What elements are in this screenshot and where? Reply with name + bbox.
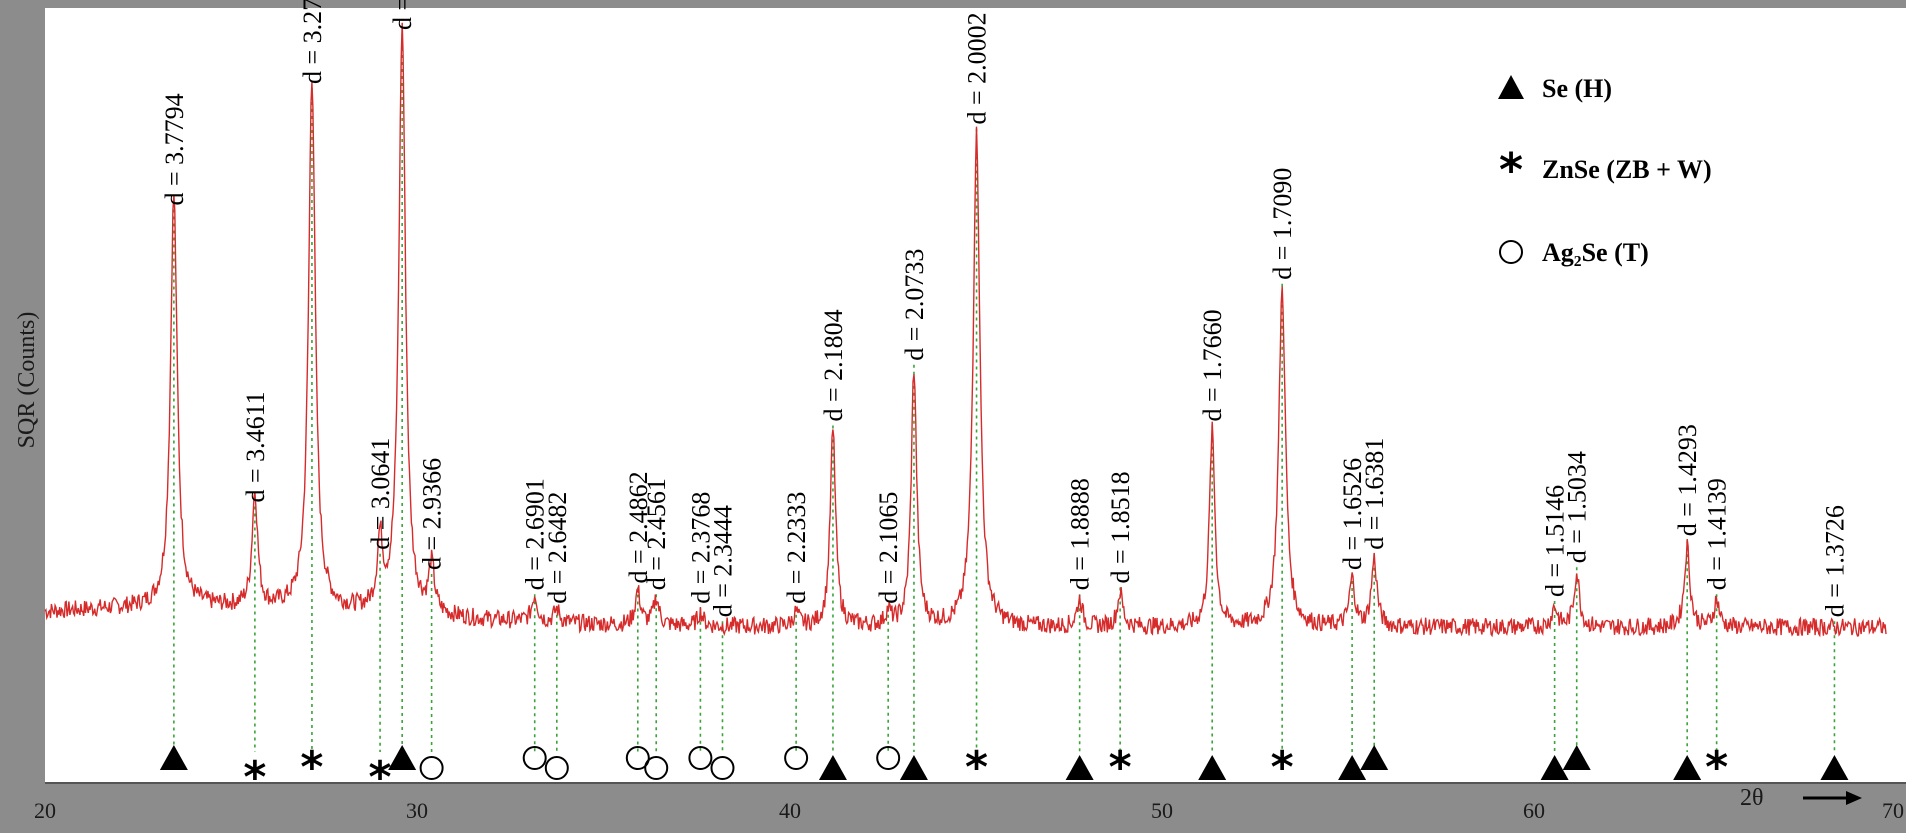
legend-label: Ag₂Se (T) — [1542, 238, 1649, 267]
peak-d-spacing-label: d = 2.0002 — [963, 12, 992, 124]
peak-d-spacing-label: d = 3.0641 — [366, 438, 395, 550]
se-triangle-marker — [1338, 755, 1367, 780]
peak-d-spacing-label: d = 1.4139 — [1703, 478, 1732, 590]
ag2se-circle-marker — [522, 746, 547, 770]
circle-marker-icon — [1499, 240, 1523, 264]
x-tick-label: 40 — [779, 798, 801, 823]
peak-d-spacing-label: d = 2.4561 — [642, 478, 671, 590]
znse-asterisk-marker: * — [1705, 742, 1728, 793]
znse-asterisk-marker: * — [1271, 742, 1294, 793]
x-tick-labels: 20 30 40 50 60 70 — [34, 798, 1904, 823]
ag2se-circle-marker — [784, 746, 809, 770]
y-axis-title: SQR (Counts) — [14, 312, 40, 449]
legend-item-se: Se (H) — [1498, 74, 1612, 103]
peak-d-spacing-label: d = 1.8888 — [1066, 478, 1095, 590]
x-tick-label: 30 — [406, 798, 428, 823]
se-triangle-marker — [1065, 755, 1094, 780]
peak-d-spacing-label: d = 3.0056 — [388, 0, 417, 30]
se-triangle-marker — [1360, 745, 1389, 770]
peak-d-spacing-label: d = 2.6482 — [543, 492, 572, 604]
peak-d-spacing-label: d = 1.6381 — [1360, 438, 1389, 550]
phase-markers: * * * * * * * — [159, 742, 1849, 803]
plot-area — [45, 8, 1906, 783]
peak-d-spacing-label: d = 1.6526 — [1338, 458, 1367, 570]
ag2se-circle-marker — [644, 756, 669, 780]
x-tick-label: 50 — [1151, 798, 1173, 823]
legend-label: ZnSe (ZB + W) — [1542, 155, 1712, 184]
legend-label: Se (H) — [1542, 74, 1612, 103]
triangle-marker-icon — [1498, 75, 1524, 99]
peak-d-spacing-label: d = 2.0733 — [900, 249, 929, 361]
znse-asterisk-marker: * — [1109, 742, 1132, 793]
peak-d-spacing-label: d = 2.3768 — [686, 492, 715, 604]
peak-d-spacing-label: d = 1.7090 — [1268, 168, 1297, 280]
legend-item-ag2se: Ag₂Se (T) — [1499, 238, 1649, 267]
ag2se-circle-marker — [625, 746, 650, 770]
x-axis-title: 2θ — [1740, 785, 1764, 811]
se-triangle-marker — [818, 755, 847, 780]
se-triangle-marker — [899, 755, 928, 780]
se-triangle-marker — [159, 745, 188, 770]
legend: Se (H) * ZnSe (ZB + W) Ag₂Se (T) — [1498, 74, 1712, 267]
peak-d-spacing-label: d = 2.2333 — [782, 492, 811, 604]
peak-d-spacing-label: d = 1.7660 — [1198, 309, 1227, 421]
se-triangle-marker — [1673, 755, 1702, 780]
peak-d-spacing-label: d = 2.3444 — [708, 505, 737, 617]
znse-asterisk-marker: * — [243, 752, 266, 803]
peak-d-spacing-label: d = 1.5034 — [1563, 451, 1592, 563]
xrd-pattern-line — [44, 22, 1887, 638]
peak-d-spacing-label: d = 1.8518 — [1106, 471, 1135, 583]
peak-drop-lines — [173, 34, 1836, 752]
peak-d-spacing-label: d = 1.5146 — [1541, 485, 1570, 597]
se-triangle-marker — [1820, 755, 1849, 780]
peak-labels: d = 3.7794 d = 3.4611 d = 3.2733 d = 3.0641… — [160, 0, 1850, 617]
peak-d-spacing-label: d = 3.2733 — [298, 0, 327, 84]
peak-d-spacing-label: d = 1.4293 — [1673, 424, 1702, 536]
x-tick-label: 70 — [1882, 798, 1904, 823]
se-triangle-marker — [1198, 755, 1227, 780]
x-tick-label: 60 — [1523, 798, 1545, 823]
peak-d-spacing-label: d = 3.4611 — [241, 391, 270, 502]
ag2se-circle-marker — [419, 756, 444, 780]
ag2se-circle-marker — [688, 746, 713, 770]
x-tick-label: 20 — [34, 798, 56, 823]
znse-asterisk-marker: * — [300, 742, 323, 793]
peak-d-spacing-label: d = 2.1065 — [874, 492, 903, 604]
peak-d-spacing-label: d = 2.6901 — [521, 478, 550, 590]
peak-d-spacing-label: d = 1.3726 — [1820, 505, 1849, 617]
se-triangle-marker — [388, 745, 417, 770]
znse-asterisk-marker: * — [369, 752, 392, 803]
peak-d-spacing-label: d = 3.7794 — [160, 93, 189, 205]
se-triangle-marker — [1562, 745, 1591, 770]
ag2se-circle-marker — [876, 746, 901, 770]
legend-item-znse: * ZnSe (ZB + W) — [1499, 143, 1712, 197]
peak-d-spacing-label: d = 2.9366 — [418, 458, 447, 570]
x-axis-arrow — [1803, 791, 1862, 805]
znse-asterisk-marker: * — [965, 742, 988, 793]
ag2se-circle-marker — [544, 756, 569, 780]
peak-d-spacing-label: d = 2.4862 — [624, 471, 653, 583]
ag2se-circle-marker — [710, 756, 735, 780]
se-triangle-marker — [1540, 755, 1569, 780]
peak-d-spacing-label: d = 2.1804 — [819, 309, 848, 421]
asterisk-marker-icon: * — [1499, 143, 1523, 197]
